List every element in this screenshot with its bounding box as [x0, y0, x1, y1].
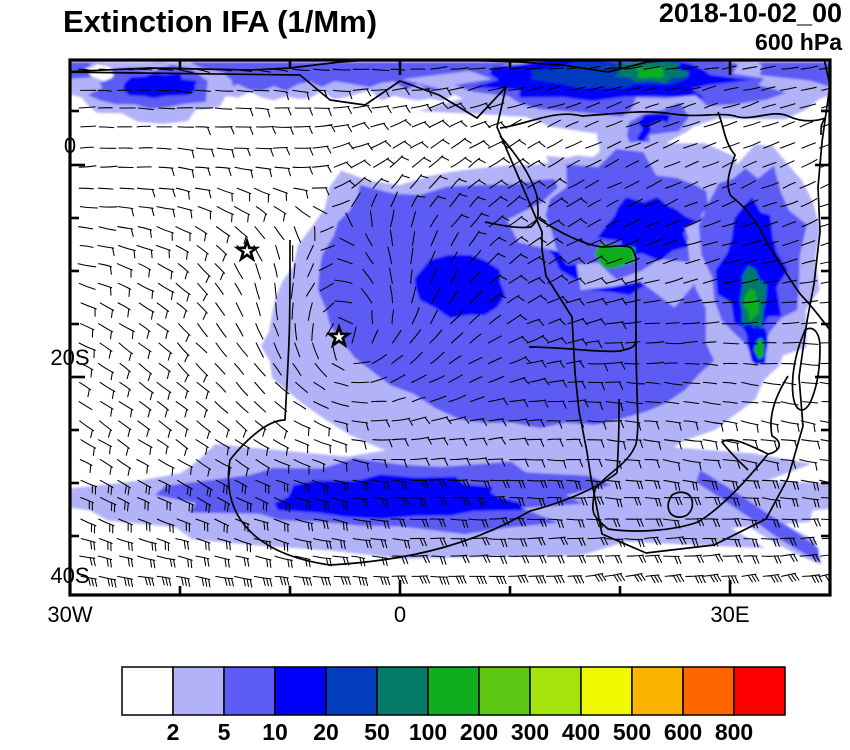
svg-text:30E: 30E [710, 602, 749, 627]
svg-text:100: 100 [409, 719, 447, 745]
svg-text:300: 300 [511, 719, 549, 745]
svg-text:0: 0 [394, 602, 406, 627]
svg-text:5: 5 [218, 719, 231, 745]
svg-text:10: 10 [262, 719, 288, 745]
svg-text:40S: 40S [50, 563, 89, 588]
svg-text:200: 200 [460, 719, 498, 745]
svg-text:30W: 30W [47, 602, 92, 627]
svg-text:20S: 20S [50, 345, 89, 370]
svg-text:2: 2 [167, 719, 180, 745]
svg-text:600: 600 [664, 719, 702, 745]
svg-text:800: 800 [715, 719, 753, 745]
svg-text:20: 20 [313, 719, 339, 745]
svg-text:500: 500 [613, 719, 651, 745]
svg-text:0: 0 [64, 133, 76, 158]
svg-text:Extinction IFA (1/Mm): Extinction IFA (1/Mm) [63, 4, 377, 39]
svg-text:600 hPa: 600 hPa [755, 29, 842, 55]
svg-text:50: 50 [364, 719, 390, 745]
svg-text:2018-10-02_00: 2018-10-02_00 [659, 0, 842, 28]
svg-text:400: 400 [562, 719, 600, 745]
